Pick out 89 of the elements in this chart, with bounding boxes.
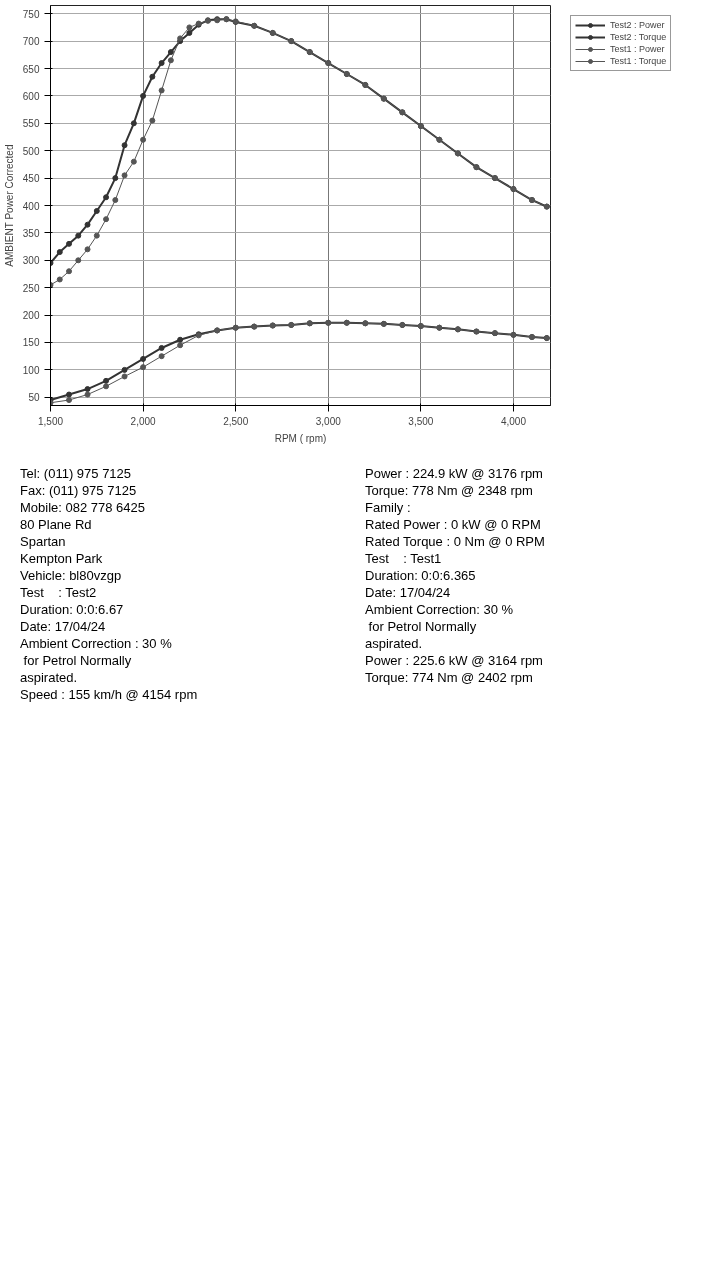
point [186,24,193,31]
point [56,276,63,283]
point [140,136,147,143]
point [103,216,110,223]
y-tick-label: 600 [22,90,40,102]
text: Test : Test1 [365,550,443,567]
text: Power : 225.6 kW @ 3164 rpm [365,652,544,669]
text: Date: 17/04/24 [20,618,107,635]
text: Ambient Correction: 30 % [365,601,515,618]
point [75,232,82,239]
text: Power : 224.9 kW @ 3176 rpm [365,465,544,482]
text: Tel: (011) 975 7125 [20,465,133,482]
y-tick-label: 300 [22,255,40,267]
point [121,142,128,149]
point [177,342,184,349]
text: 80 Plane Rd [20,516,93,533]
point [84,221,91,228]
y-tick-label: 450 [22,173,40,185]
point [167,49,174,56]
y-tick-label: 200 [22,310,40,322]
text: Torque: 778 Nm @ 2348 rpm [365,482,534,499]
x-tick-label: 2,000 [130,415,157,427]
point [140,364,147,371]
point [149,117,156,124]
text: Rated Power : 0 kW @ 0 RPM [365,516,542,533]
point [121,172,128,179]
legend-label: Test2 : Torque [610,32,667,42]
x-tick-label: 1,500 [37,415,64,427]
y-tick-label: 250 [22,282,40,294]
point [158,60,165,67]
x-tick-label: 2,500 [223,415,249,427]
text: Kempton Park [20,550,104,567]
x-tick-label: 3,500 [408,415,434,427]
text: Torque: 774 Nm @ 2402 rpm [365,669,534,686]
point [103,194,110,201]
point [84,391,91,398]
y-tick-label: 50 [28,392,40,404]
text: Family : [365,499,412,516]
legend-label: Test1 : Power [610,44,665,54]
point [84,246,91,253]
point [112,175,119,182]
point [186,29,193,36]
point [130,120,137,127]
text: aspirated. [365,635,424,652]
y-tick-label: 350 [22,227,40,239]
point [130,158,137,165]
y-tick-label: 550 [22,118,40,130]
point [56,249,63,256]
text: aspirated. [20,669,79,686]
point [66,268,73,275]
text: Date: 17/04/24 [365,584,452,601]
legend-label: Test1 : Torque [610,56,667,66]
y-tick-label: 700 [22,36,40,48]
x-axis-title: RPM ( rpm) [274,432,327,444]
point [112,197,119,204]
x-tick-label: 4,000 [500,415,527,427]
point [140,92,147,99]
legend-label: Test2 : Power [610,20,665,30]
text: Duration: 0:0:6.67 [20,601,125,618]
y-tick-label: 750 [22,8,40,20]
text: Speed : 155 km/h @ 4154 rpm [20,686,199,703]
y-tick-label: 150 [22,337,40,349]
text: for Petrol Normally [367,618,478,635]
text: for Petrol Normally [22,652,133,669]
point [158,353,165,360]
y-axis-title: AMBIENT Power Corrected [3,144,15,267]
point [158,87,165,94]
point [75,257,82,264]
text: Ambient Correction : 30 % [20,635,173,652]
x-tick-label: 3,000 [315,415,342,427]
text: Fax: (011) 975 7125 [20,482,138,499]
point [149,73,156,80]
y-tick-label: 500 [22,145,40,157]
y-tick-label: 400 [22,200,40,212]
point [93,207,100,214]
text: Duration: 0:0:6.365 [365,567,477,584]
point [121,373,128,380]
text: Spartan [20,533,67,550]
point [93,232,100,239]
text: Test : Test2 [20,584,98,601]
point [167,57,174,64]
point [103,383,110,390]
text: Vehicle: bl80vzgp [20,567,123,584]
point [66,397,73,404]
point [66,240,73,247]
text: Mobile: 082 778 6425 [20,499,147,516]
text: Rated Torque : 0 Nm @ 0 RPM [365,533,546,550]
y-tick-label: 650 [22,63,40,75]
y-tick-label: 100 [22,364,40,376]
